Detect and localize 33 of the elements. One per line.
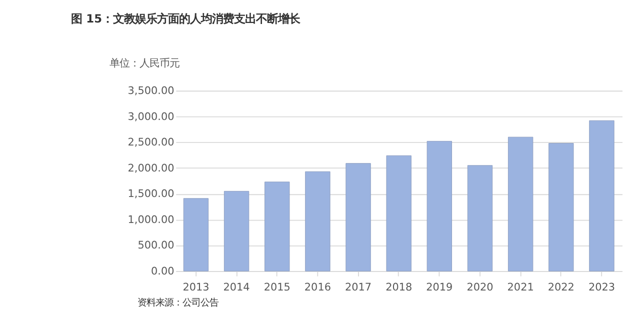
y-tick-label: 2,000.00 bbox=[128, 162, 174, 174]
bar bbox=[264, 182, 290, 272]
x-tick-label: 2018 bbox=[386, 282, 412, 294]
bar bbox=[183, 198, 209, 272]
y-tick-label: 2,500.00 bbox=[128, 136, 174, 149]
y-tick-label: 1,500.00 bbox=[128, 188, 174, 200]
x-tick-label: 2015 bbox=[264, 282, 290, 294]
y-tick-label: 3,000.00 bbox=[128, 110, 174, 123]
y-tick-label: 1,000.00 bbox=[128, 214, 174, 226]
x-tick-label: 2014 bbox=[223, 282, 250, 294]
y-tick-label: 500.00 bbox=[138, 240, 174, 252]
chart-title: 图 15：文教娱乐方面的人均消费支出不断增长 bbox=[71, 11, 302, 26]
bar bbox=[426, 140, 452, 272]
bar bbox=[346, 163, 371, 272]
y-axis-title: 单位：人民币元 bbox=[110, 57, 180, 70]
x-tick-label: 2016 bbox=[304, 282, 331, 294]
text: 资料来源：公司公告 bbox=[138, 297, 219, 308]
x-tick-label: 2019 bbox=[426, 282, 453, 294]
bar bbox=[305, 171, 330, 272]
bar bbox=[548, 143, 574, 272]
bar bbox=[224, 190, 250, 272]
y-tick-label: 3,500.00 bbox=[128, 85, 174, 97]
x-tick-label: 2017 bbox=[344, 282, 372, 294]
x-tick-label: 2020 bbox=[466, 282, 494, 294]
bar bbox=[467, 165, 493, 272]
x-tick-label: 2022 bbox=[548, 282, 574, 294]
y-tick-label: 0.00 bbox=[151, 265, 174, 278]
x-tick-label: 2013 bbox=[182, 282, 210, 294]
x-tick-label: 2023 bbox=[588, 282, 616, 294]
bar bbox=[386, 155, 412, 272]
bar bbox=[589, 120, 614, 272]
x-tick-label: 2021 bbox=[507, 282, 534, 294]
bar bbox=[508, 136, 534, 272]
